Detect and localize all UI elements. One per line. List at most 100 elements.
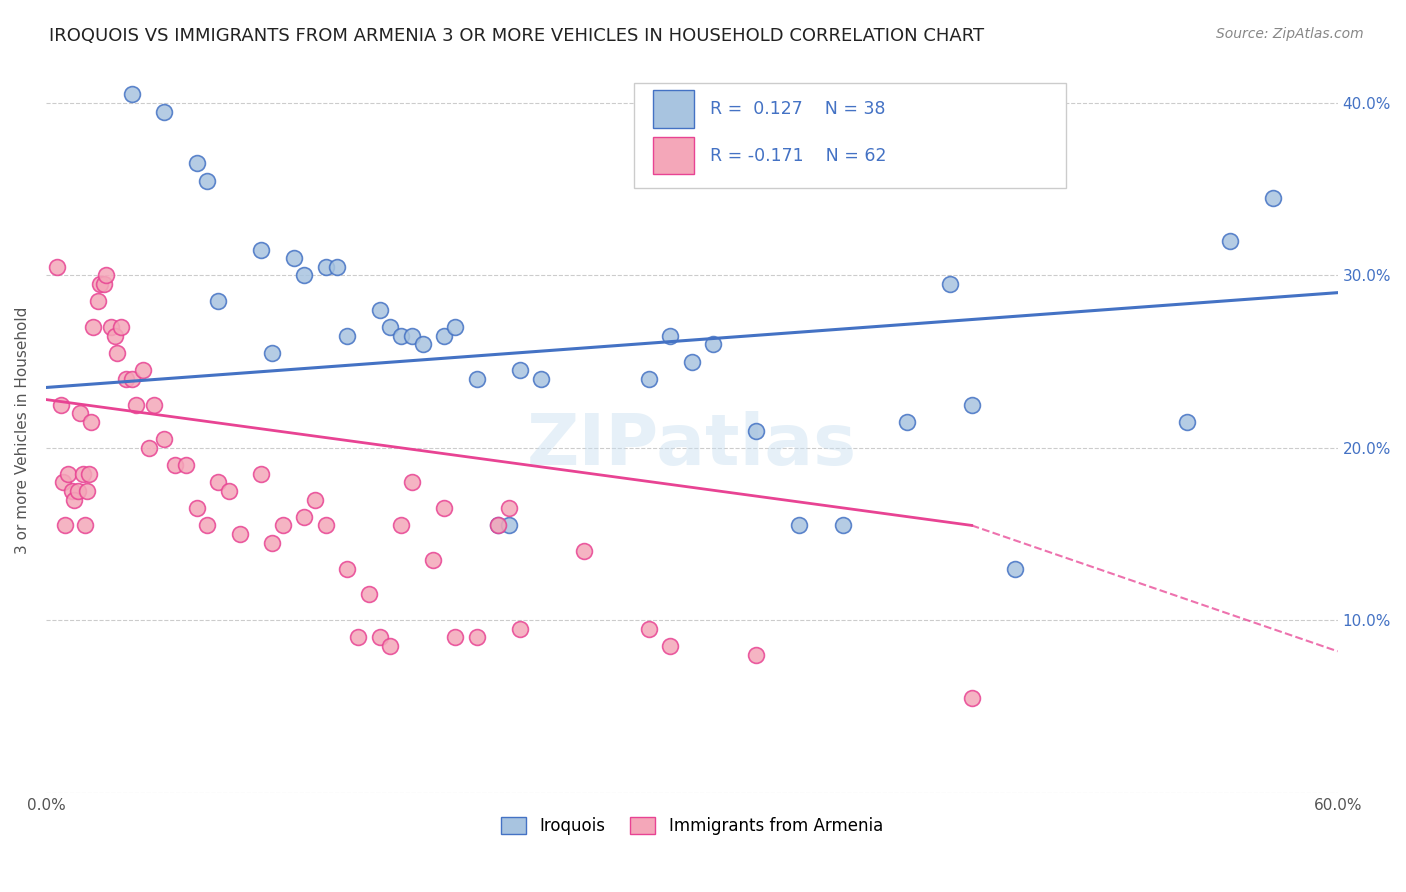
Point	[389, 518, 412, 533]
Point	[52, 475, 75, 490]
Point	[498, 501, 520, 516]
Point	[121, 372, 143, 386]
Point	[401, 475, 423, 490]
Point	[357, 587, 380, 601]
Point	[105, 346, 128, 360]
Point	[637, 372, 659, 386]
Point	[114, 372, 136, 386]
Point	[72, 467, 94, 481]
Point	[304, 492, 326, 507]
Point	[315, 518, 337, 533]
Point	[63, 492, 86, 507]
Text: R = -0.171    N = 62: R = -0.171 N = 62	[710, 146, 886, 164]
Point	[228, 527, 250, 541]
Point	[142, 398, 165, 412]
Point	[45, 260, 67, 274]
Point	[82, 320, 104, 334]
Point	[49, 398, 72, 412]
FancyBboxPatch shape	[652, 136, 695, 174]
FancyBboxPatch shape	[634, 83, 1066, 188]
Y-axis label: 3 or more Vehicles in Household: 3 or more Vehicles in Household	[15, 307, 30, 554]
FancyBboxPatch shape	[652, 90, 695, 128]
Point	[271, 518, 294, 533]
Point	[186, 501, 208, 516]
Point	[637, 622, 659, 636]
Point	[960, 398, 983, 412]
Point	[412, 337, 434, 351]
Point	[433, 328, 456, 343]
Point	[174, 458, 197, 472]
Point	[86, 294, 108, 309]
Text: Source: ZipAtlas.com: Source: ZipAtlas.com	[1216, 27, 1364, 41]
Point	[77, 467, 100, 481]
Point	[80, 415, 103, 429]
Text: R =  0.127    N = 38: R = 0.127 N = 38	[710, 100, 886, 119]
Point	[93, 277, 115, 291]
Point	[745, 648, 768, 662]
Point	[1219, 234, 1241, 248]
Point	[444, 631, 467, 645]
Point	[100, 320, 122, 334]
Point	[207, 294, 229, 309]
Point	[465, 631, 488, 645]
Point	[702, 337, 724, 351]
Point	[250, 467, 273, 481]
Point	[165, 458, 187, 472]
Point	[89, 277, 111, 291]
Point	[681, 354, 703, 368]
Point	[125, 398, 148, 412]
Point	[292, 509, 315, 524]
Point	[380, 320, 402, 334]
Point	[530, 372, 553, 386]
Point	[789, 518, 811, 533]
Point	[659, 639, 682, 653]
Point	[292, 268, 315, 283]
Point	[1261, 191, 1284, 205]
Point	[121, 87, 143, 102]
Point	[422, 553, 444, 567]
Point	[347, 631, 370, 645]
Point	[250, 243, 273, 257]
Point	[389, 328, 412, 343]
Point	[153, 432, 176, 446]
Point	[218, 483, 240, 498]
Point	[939, 277, 962, 291]
Point	[186, 156, 208, 170]
Point	[1175, 415, 1198, 429]
Point	[60, 483, 83, 498]
Point	[73, 518, 96, 533]
Point	[336, 328, 359, 343]
Point	[153, 104, 176, 119]
Point	[960, 690, 983, 705]
Point	[465, 372, 488, 386]
Point	[368, 631, 391, 645]
Point	[132, 363, 155, 377]
Point	[509, 363, 531, 377]
Point	[315, 260, 337, 274]
Point	[325, 260, 347, 274]
Point	[96, 268, 118, 283]
Point	[336, 561, 359, 575]
Point	[110, 320, 132, 334]
Point	[433, 501, 456, 516]
Point	[67, 483, 90, 498]
Point	[56, 467, 79, 481]
Point	[401, 328, 423, 343]
Point	[486, 518, 509, 533]
Point	[69, 406, 91, 420]
Point	[572, 544, 595, 558]
Point	[368, 302, 391, 317]
Point	[260, 346, 283, 360]
Point	[745, 424, 768, 438]
Point	[197, 518, 219, 533]
Point	[260, 535, 283, 549]
Point	[896, 415, 918, 429]
Point	[283, 251, 305, 265]
Point	[444, 320, 467, 334]
Point	[53, 518, 76, 533]
Point	[659, 328, 682, 343]
Point	[76, 483, 98, 498]
Text: IROQUOIS VS IMMIGRANTS FROM ARMENIA 3 OR MORE VEHICLES IN HOUSEHOLD CORRELATION : IROQUOIS VS IMMIGRANTS FROM ARMENIA 3 OR…	[49, 27, 984, 45]
Point	[207, 475, 229, 490]
Point	[197, 173, 219, 187]
